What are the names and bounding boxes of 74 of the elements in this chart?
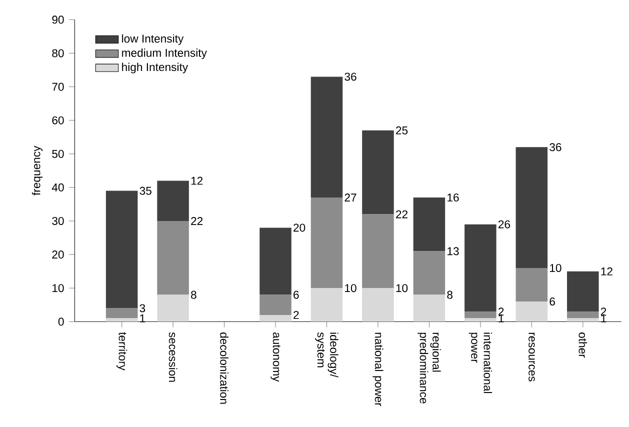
- y-tick-label: 10: [52, 284, 64, 292]
- bar: [362, 288, 394, 322]
- bar: [310, 198, 343, 288]
- y-tick-label: 30: [52, 216, 64, 225]
- bar: [516, 147, 548, 268]
- data-label: 12: [601, 267, 612, 276]
- y-tick-label: 50: [52, 150, 64, 158]
- bar: [413, 294, 446, 322]
- data-label: 22: [396, 210, 408, 218]
- bar: [362, 130, 394, 214]
- y-tick-label: 90: [52, 16, 64, 24]
- data-label: 35: [140, 186, 152, 195]
- x-tick-label: autonomy: [270, 332, 280, 382]
- x-tick-label: national power: [372, 332, 384, 406]
- bar: [413, 251, 446, 295]
- x-tick-label: other: [578, 332, 588, 358]
- data-label: 36: [344, 72, 356, 81]
- y-tick-label: 20: [52, 250, 64, 259]
- legend-label: medium Intensity: [122, 48, 207, 60]
- bar: [516, 302, 548, 322]
- y-tick-label: 80: [52, 49, 64, 58]
- bar: [157, 220, 189, 295]
- data-label: 20: [294, 224, 306, 232]
- x-tick-label: regional predominance: [418, 332, 441, 404]
- data-label: 36: [550, 143, 562, 152]
- bar: [260, 314, 292, 322]
- bar: [106, 190, 138, 308]
- bar: [260, 228, 292, 295]
- data-label: 8: [447, 290, 452, 299]
- bar: [413, 198, 446, 252]
- data-label: 25: [396, 126, 408, 134]
- bar: [310, 288, 343, 322]
- data-label: 27: [344, 194, 356, 202]
- x-tick-label: decolonization: [220, 332, 228, 404]
- legend-label: high Intensity: [122, 62, 188, 74]
- bar: [567, 312, 599, 318]
- data-label: 3: [140, 304, 146, 312]
- bar: [567, 271, 599, 312]
- x-tick-label: international power: [468, 332, 492, 394]
- y-tick-label: 70: [52, 82, 64, 91]
- x-tick-label: secession: [168, 332, 178, 382]
- bar: [464, 224, 496, 312]
- data-label: 10: [396, 284, 408, 292]
- data-label: 10: [345, 284, 356, 292]
- data-label: 26: [498, 220, 510, 228]
- data-label: 1: [140, 314, 146, 322]
- data-label: 13: [448, 247, 459, 256]
- bar: [157, 180, 189, 221]
- data-label: 2: [498, 308, 504, 316]
- bar: [464, 318, 496, 322]
- bar: [106, 308, 138, 318]
- y-tick-label: 0: [58, 318, 64, 326]
- data-label: 6: [294, 290, 299, 299]
- bar: [362, 214, 394, 288]
- bar: [260, 294, 292, 315]
- bar: [464, 312, 496, 318]
- y-tick-label: 60: [52, 116, 64, 124]
- data-label: 10: [550, 264, 562, 272]
- bar: [516, 268, 548, 302]
- data-label: 2: [294, 310, 299, 319]
- y-axis-title: frequency: [32, 146, 42, 196]
- y-tick-label: 40: [52, 183, 64, 192]
- x-tick-label: ideology/ system: [315, 332, 338, 378]
- data-label: 6: [550, 298, 555, 306]
- data-label: 8: [191, 290, 196, 299]
- bar: [310, 76, 343, 198]
- data-label: 12: [191, 176, 203, 185]
- data-label: 16: [448, 194, 459, 202]
- data-label: 22: [191, 217, 203, 225]
- legend-label: low Intensity: [122, 34, 184, 45]
- x-tick-label: territory: [116, 332, 128, 370]
- x-tick-label: resources: [528, 332, 535, 382]
- bar: [567, 318, 599, 322]
- bar: [157, 294, 189, 322]
